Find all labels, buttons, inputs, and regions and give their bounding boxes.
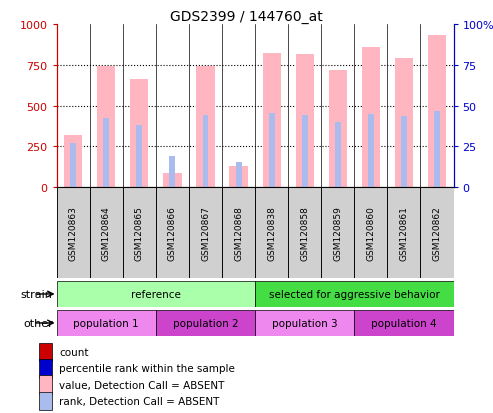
Text: GSM120861: GSM120861 [399,206,409,261]
Bar [57,281,255,308]
Text: GSM120860: GSM120860 [366,206,375,261]
Text: GSM120863: GSM120863 [69,206,78,261]
Text: GSM120858: GSM120858 [300,206,309,261]
Bar [57,188,90,279]
Bar [104,119,109,188]
Bar [321,188,354,279]
Text: selected for aggressive behavior: selected for aggressive behavior [269,289,440,299]
Bar [401,117,407,188]
Bar [255,281,454,308]
Text: GDS2399 / 144760_at: GDS2399 / 144760_at [170,10,323,24]
Bar [255,188,288,279]
Text: reference: reference [131,289,181,299]
Text: GSM120867: GSM120867 [201,206,210,261]
Text: value, Detection Call = ABSENT: value, Detection Call = ABSENT [59,380,224,390]
Bar [354,310,454,337]
Bar [230,167,247,188]
Bar [39,359,52,377]
Bar [421,188,454,279]
Bar [354,188,387,279]
Text: GSM120866: GSM120866 [168,206,177,261]
Text: strain: strain [21,289,53,299]
Bar [196,66,214,188]
Text: population 4: population 4 [371,318,437,328]
Bar [170,157,176,188]
Bar [70,144,76,188]
Text: GSM120868: GSM120868 [234,206,243,261]
Bar [236,163,242,188]
Bar [64,136,82,188]
Text: population 2: population 2 [173,318,238,328]
Bar [255,310,354,337]
Text: percentile rank within the sample: percentile rank within the sample [59,363,235,373]
Bar [296,55,314,188]
Text: GSM120859: GSM120859 [333,206,342,261]
Bar [39,375,52,394]
Text: GSM120862: GSM120862 [432,206,442,261]
Bar [163,173,181,188]
Bar [137,126,142,188]
Text: GSM120838: GSM120838 [267,206,276,261]
Text: GSM120865: GSM120865 [135,206,144,261]
Bar [263,54,281,188]
Bar [39,343,52,361]
Bar [222,188,255,279]
Bar [156,188,189,279]
Text: count: count [59,347,89,357]
Bar [130,80,148,188]
Bar [156,310,255,337]
Text: other: other [23,318,53,328]
Bar [368,114,374,188]
Bar [288,188,321,279]
Bar [57,310,156,337]
Bar [434,112,440,188]
Bar [203,116,209,188]
Text: GSM120864: GSM120864 [102,206,111,261]
Bar [90,188,123,279]
Text: population 3: population 3 [272,318,338,328]
Bar [395,59,413,188]
Bar [362,47,380,188]
Bar [39,392,52,411]
Bar [335,123,341,188]
Bar [123,188,156,279]
Bar [269,114,275,188]
Bar [329,71,347,188]
Bar [302,115,308,188]
Text: rank, Detection Call = ABSENT: rank, Detection Call = ABSENT [59,396,219,406]
Bar [387,188,421,279]
Bar [189,188,222,279]
Bar [97,66,115,188]
Bar [428,36,446,188]
Text: population 1: population 1 [73,318,139,328]
